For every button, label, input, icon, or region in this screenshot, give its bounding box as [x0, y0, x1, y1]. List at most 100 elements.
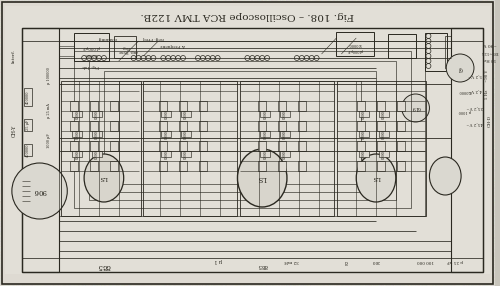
- Bar: [104, 71, 376, 192]
- Text: Blanking: Blanking: [97, 36, 116, 40]
- Bar: [451, 28, 483, 272]
- Text: Fig. 1ab: Fig. 1ab: [82, 64, 100, 68]
- Bar: [72, 111, 82, 117]
- Ellipse shape: [84, 154, 124, 202]
- Bar: [72, 131, 82, 137]
- Bar: [162, 111, 171, 117]
- Text: LS: LS: [372, 176, 380, 180]
- Text: ~90 V: ~90 V: [485, 70, 489, 82]
- Bar: [426, 33, 448, 71]
- Bar: [162, 131, 171, 137]
- Text: 400000: 400000: [26, 143, 30, 157]
- Text: μ 1000: μ 1000: [459, 109, 471, 113]
- Bar: [92, 151, 102, 157]
- Text: μ 25 mA: μ 25 mA: [48, 104, 52, 118]
- Text: 25 μF: 25 μF: [26, 120, 30, 130]
- Bar: [144, 81, 238, 216]
- Text: 300000: 300000: [458, 89, 472, 93]
- Bar: [357, 101, 365, 111]
- Bar: [179, 161, 187, 171]
- Text: ~90 V: ~90 V: [483, 42, 496, 46]
- Text: 200: 200: [372, 259, 380, 263]
- Bar: [90, 141, 98, 151]
- Bar: [74, 33, 109, 61]
- Bar: [90, 161, 98, 171]
- Text: 8: 8: [344, 259, 348, 263]
- Ellipse shape: [238, 149, 287, 207]
- Bar: [379, 111, 389, 117]
- Text: Reg. Freq: Reg. Freq: [143, 36, 164, 40]
- Bar: [24, 144, 32, 156]
- Text: 400000: 400000: [26, 90, 30, 104]
- Bar: [162, 151, 171, 157]
- Bar: [280, 111, 290, 117]
- Text: 100000: 100000: [75, 109, 79, 119]
- Text: μ1000μF: μ1000μF: [348, 48, 363, 52]
- Text: 100000: 100000: [362, 129, 366, 139]
- Bar: [280, 151, 290, 157]
- Bar: [160, 121, 167, 131]
- Bar: [240, 81, 334, 216]
- Text: 100000: 100000: [263, 109, 267, 119]
- Ellipse shape: [356, 154, 396, 202]
- Text: μ 25 μF: μ 25 μF: [447, 259, 463, 263]
- Bar: [359, 131, 369, 137]
- Text: 5,2 V~: 5,2 V~: [468, 74, 482, 78]
- Text: 100000: 100000: [184, 129, 188, 139]
- Text: 100000: 100000: [164, 129, 168, 139]
- Bar: [258, 161, 266, 171]
- Bar: [278, 161, 286, 171]
- Text: 100000: 100000: [382, 109, 386, 119]
- Text: 885: 885: [257, 263, 268, 269]
- Bar: [92, 131, 102, 137]
- Bar: [160, 101, 167, 111]
- Text: 619: 619: [411, 106, 420, 110]
- Bar: [397, 141, 404, 151]
- Bar: [114, 36, 136, 58]
- Bar: [388, 34, 415, 58]
- Bar: [179, 121, 187, 131]
- Bar: [397, 121, 404, 131]
- Text: Fig. 108. – Oscilloscope RCA TMV 122B.: Fig. 108. – Oscilloscope RCA TMV 122B.: [140, 11, 354, 20]
- Bar: [110, 141, 118, 151]
- Text: 100000: 100000: [283, 149, 287, 159]
- Text: 45,2 V~: 45,2 V~: [466, 122, 483, 126]
- Bar: [397, 101, 404, 111]
- Text: 100000: 100000: [95, 149, 99, 159]
- Text: 4,2 V~: 4,2 V~: [468, 89, 482, 93]
- Text: 100000: 100000: [75, 129, 79, 139]
- Bar: [359, 111, 369, 117]
- Bar: [357, 121, 365, 131]
- Bar: [298, 141, 306, 151]
- Bar: [298, 121, 306, 131]
- Text: 5 Hz: 5 Hz: [485, 89, 489, 99]
- Text: A. Frequenz: A. Frequenz: [160, 43, 186, 47]
- Text: Aug. Sync: Aug. Sync: [118, 49, 139, 53]
- Bar: [70, 141, 78, 151]
- Text: 100000: 100000: [362, 109, 366, 119]
- Bar: [118, 81, 361, 184]
- Text: 100 000: 100 000: [417, 259, 434, 263]
- Bar: [160, 141, 167, 151]
- Text: 906: 906: [33, 187, 46, 195]
- Bar: [379, 131, 389, 137]
- Bar: [62, 81, 140, 216]
- Bar: [357, 161, 365, 171]
- Text: 100000: 100000: [263, 149, 267, 159]
- Bar: [181, 111, 191, 117]
- Bar: [397, 161, 404, 171]
- Bar: [110, 101, 118, 111]
- Bar: [278, 101, 286, 111]
- Bar: [24, 119, 32, 131]
- Text: 100000: 100000: [164, 109, 168, 119]
- Bar: [22, 28, 483, 272]
- Bar: [70, 101, 78, 111]
- Bar: [70, 161, 78, 171]
- Text: 100000: 100000: [382, 129, 386, 139]
- Text: 50 Hz: 50 Hz: [484, 57, 496, 61]
- Text: 100000: 100000: [362, 149, 366, 159]
- Text: 100000: 100000: [184, 149, 188, 159]
- Text: 105÷125: 105÷125: [480, 50, 499, 54]
- Ellipse shape: [430, 157, 461, 195]
- Bar: [446, 36, 451, 68]
